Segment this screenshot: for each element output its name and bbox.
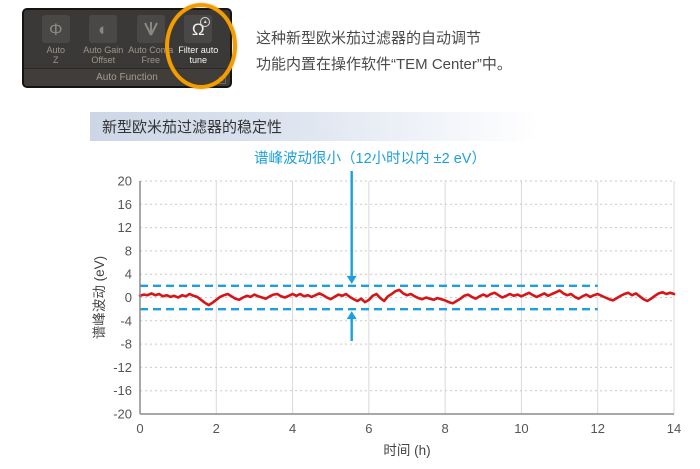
peak-fluctuation-trace: [138, 288, 676, 307]
contrast-glyph: ◐: [98, 19, 109, 39]
auto-function-panel: Φ Auto Z ◐ Auto Gain Offset: [22, 8, 232, 88]
focus-lens-glyph: Φ: [48, 19, 63, 39]
x-tick-label: 10: [514, 421, 528, 436]
x-axis-title: 时间 (h): [383, 443, 430, 458]
intro-caption: 这种新型欧米茄过滤器的自动调节 功能内置在操作软件“TEM Center”中。: [256, 26, 512, 78]
contrast-icon: ◐: [89, 15, 118, 43]
chart-annotation: 谱峰波动很小（12小时以内 ±2 eV）: [254, 151, 486, 167]
y-axis-title: 谱峰波动 (eV): [92, 256, 107, 339]
auto-coma-free-button[interactable]: Auto Coma Free: [127, 15, 175, 70]
y-tick-label: -8: [120, 337, 132, 352]
y-tick-label: 16: [118, 197, 132, 212]
auto-gain-offset-label: Auto Gain Offset: [83, 45, 124, 65]
x-tick-label: 6: [365, 421, 372, 436]
section-title-bar: 新型欧米茄过滤器的稳定性: [90, 112, 562, 141]
auto-gain-offset-button[interactable]: ◐ Auto Gain Offset: [80, 15, 128, 70]
y-tick-label: 0: [125, 290, 132, 305]
x-tick-label: 14: [667, 421, 681, 436]
y-tick-label: 4: [125, 267, 132, 282]
intro-line-1: 这种新型欧米茄过滤器的自动调节: [256, 30, 482, 47]
panel-caption-label: Auto Function: [96, 72, 158, 83]
coma-beam-icon: [136, 15, 165, 43]
intro-line-2: 功能内置在操作软件“TEM Center”中。: [256, 56, 512, 73]
x-tick-label: 8: [442, 421, 449, 436]
filter-auto-tune-label: Filter auto tune: [178, 45, 219, 65]
y-tick-label: -16: [113, 383, 132, 398]
auto-z-button[interactable]: Φ Auto Z: [32, 15, 80, 70]
x-tick-label: 0: [136, 421, 143, 436]
filter-auto-tune-button[interactable]: Ω ▴ Filter auto tune: [175, 15, 223, 70]
focus-lens-icon: Φ: [41, 15, 70, 43]
omega-badge-icon: ▴: [200, 17, 211, 27]
y-tick-label: -12: [113, 360, 132, 375]
x-tick-label: 12: [590, 421, 604, 436]
y-tick-label: -20: [113, 407, 132, 422]
dialog-launcher-icon[interactable]: ↘: [217, 74, 226, 84]
auto-coma-free-label: Auto Coma Free: [128, 45, 174, 65]
coma-beam-glyph: [143, 22, 158, 36]
panel-caption: Auto Function ↘: [24, 68, 230, 86]
toolbar-button-row: Φ Auto Z ◐ Auto Gain Offset: [24, 10, 230, 70]
x-tick-label: 4: [289, 421, 296, 436]
down-arrow-head-icon: [346, 275, 357, 284]
section-title: 新型欧米茄过滤器的稳定性: [102, 119, 283, 136]
up-arrow-head-icon: [346, 311, 357, 320]
omega-filter-icon: Ω ▴: [184, 15, 213, 43]
y-tick-label: -4: [120, 313, 132, 328]
y-tick-label: 20: [118, 174, 132, 189]
y-tick-label: 12: [118, 220, 132, 235]
y-tick-label: 8: [125, 243, 132, 258]
x-tick-label: 2: [213, 421, 220, 436]
auto-z-label: Auto Z: [46, 45, 65, 65]
